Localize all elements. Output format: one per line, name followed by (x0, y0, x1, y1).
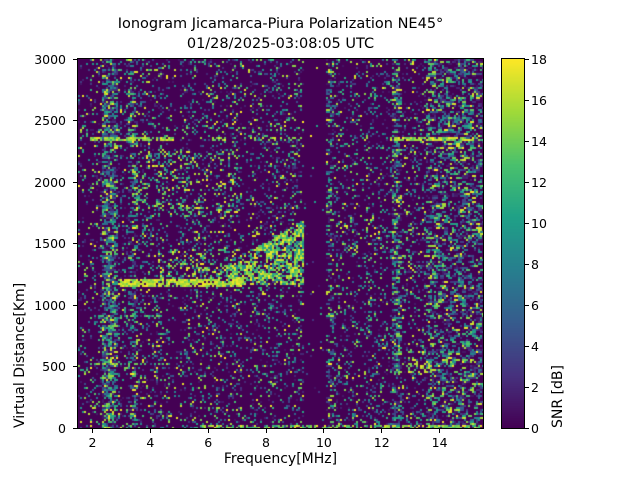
y-tick-mark (73, 120, 77, 121)
x-tick-mark (439, 429, 441, 433)
colorbar-tick-mark (525, 99, 529, 101)
colorbar-tick-mark (525, 345, 529, 347)
colorbar-tick-label: 12 (531, 174, 547, 190)
colorbar-tick-label: 8 (531, 256, 539, 272)
y-tick-mark (73, 366, 77, 367)
y-tick-mark (73, 58, 77, 60)
colorbar-tick-mark (525, 222, 529, 224)
colorbar-label: SNR [dB] (550, 365, 566, 428)
x-tick-label: 2 (88, 435, 97, 450)
chart-subtitle: 01/28/2025-03:08:05 UTC (186, 36, 375, 52)
y-tick-mark (73, 181, 77, 183)
colorbar-tick-label: 16 (531, 92, 547, 108)
y-tick-label: 500 (42, 359, 66, 374)
x-tick-label: 4 (146, 435, 155, 450)
colorbar-tick-label: 10 (531, 215, 547, 231)
colorbar-tick-mark (525, 263, 529, 265)
heatmap-canvas (78, 59, 483, 428)
colorbar-canvas (502, 59, 524, 428)
y-tick-label: 1500 (34, 236, 66, 251)
colorbar-tick-label: 6 (531, 297, 539, 313)
x-tick-mark (207, 429, 209, 433)
colorbar-tick-label: 4 (531, 338, 539, 354)
y-tick-label: 0 (58, 420, 66, 436)
colorbar-tick-mark (525, 140, 529, 142)
x-tick-label: 10 (315, 435, 332, 450)
y-tick-mark (73, 243, 77, 244)
y-tick-mark (73, 304, 77, 306)
x-tick-label: 8 (262, 435, 270, 450)
title-block: Ionogram Jicamarca-Piura Polarization NE… (78, 14, 483, 54)
y-tick-label: 3000 (34, 51, 66, 67)
colorbar-tick-mark (525, 58, 529, 60)
x-tick-label: 6 (204, 435, 213, 450)
colorbar-tick-mark (525, 427, 529, 429)
y-tick-mark (73, 427, 77, 429)
x-tick-mark (323, 429, 325, 433)
colorbar-tick-mark (525, 386, 529, 388)
colorbar-tick-label: 2 (531, 379, 539, 395)
colorbar-tick-mark (525, 181, 529, 183)
x-tick-mark (265, 429, 267, 433)
plot-area (77, 58, 484, 429)
colorbar-tick-mark (525, 304, 529, 306)
y-tick-label: 2500 (34, 113, 66, 128)
x-tick-mark (91, 429, 93, 433)
x-tick-mark (149, 429, 151, 433)
y-tick-label: 2000 (34, 174, 66, 190)
x-tick-label: 12 (373, 435, 390, 450)
y-tick-label: 1000 (34, 297, 66, 313)
x-tick-mark (381, 429, 383, 433)
chart-title: Ionogram Jicamarca-Piura Polarization NE… (117, 16, 444, 32)
colorbar-tick-label: 14 (531, 133, 547, 149)
colorbar-tick-label: 18 (531, 51, 547, 67)
x-axis-label: Frequency[MHz] (223, 451, 338, 467)
x-tick-label: 14 (431, 435, 448, 450)
colorbar-tick-label: 0 (531, 420, 539, 436)
colorbar (501, 58, 525, 429)
